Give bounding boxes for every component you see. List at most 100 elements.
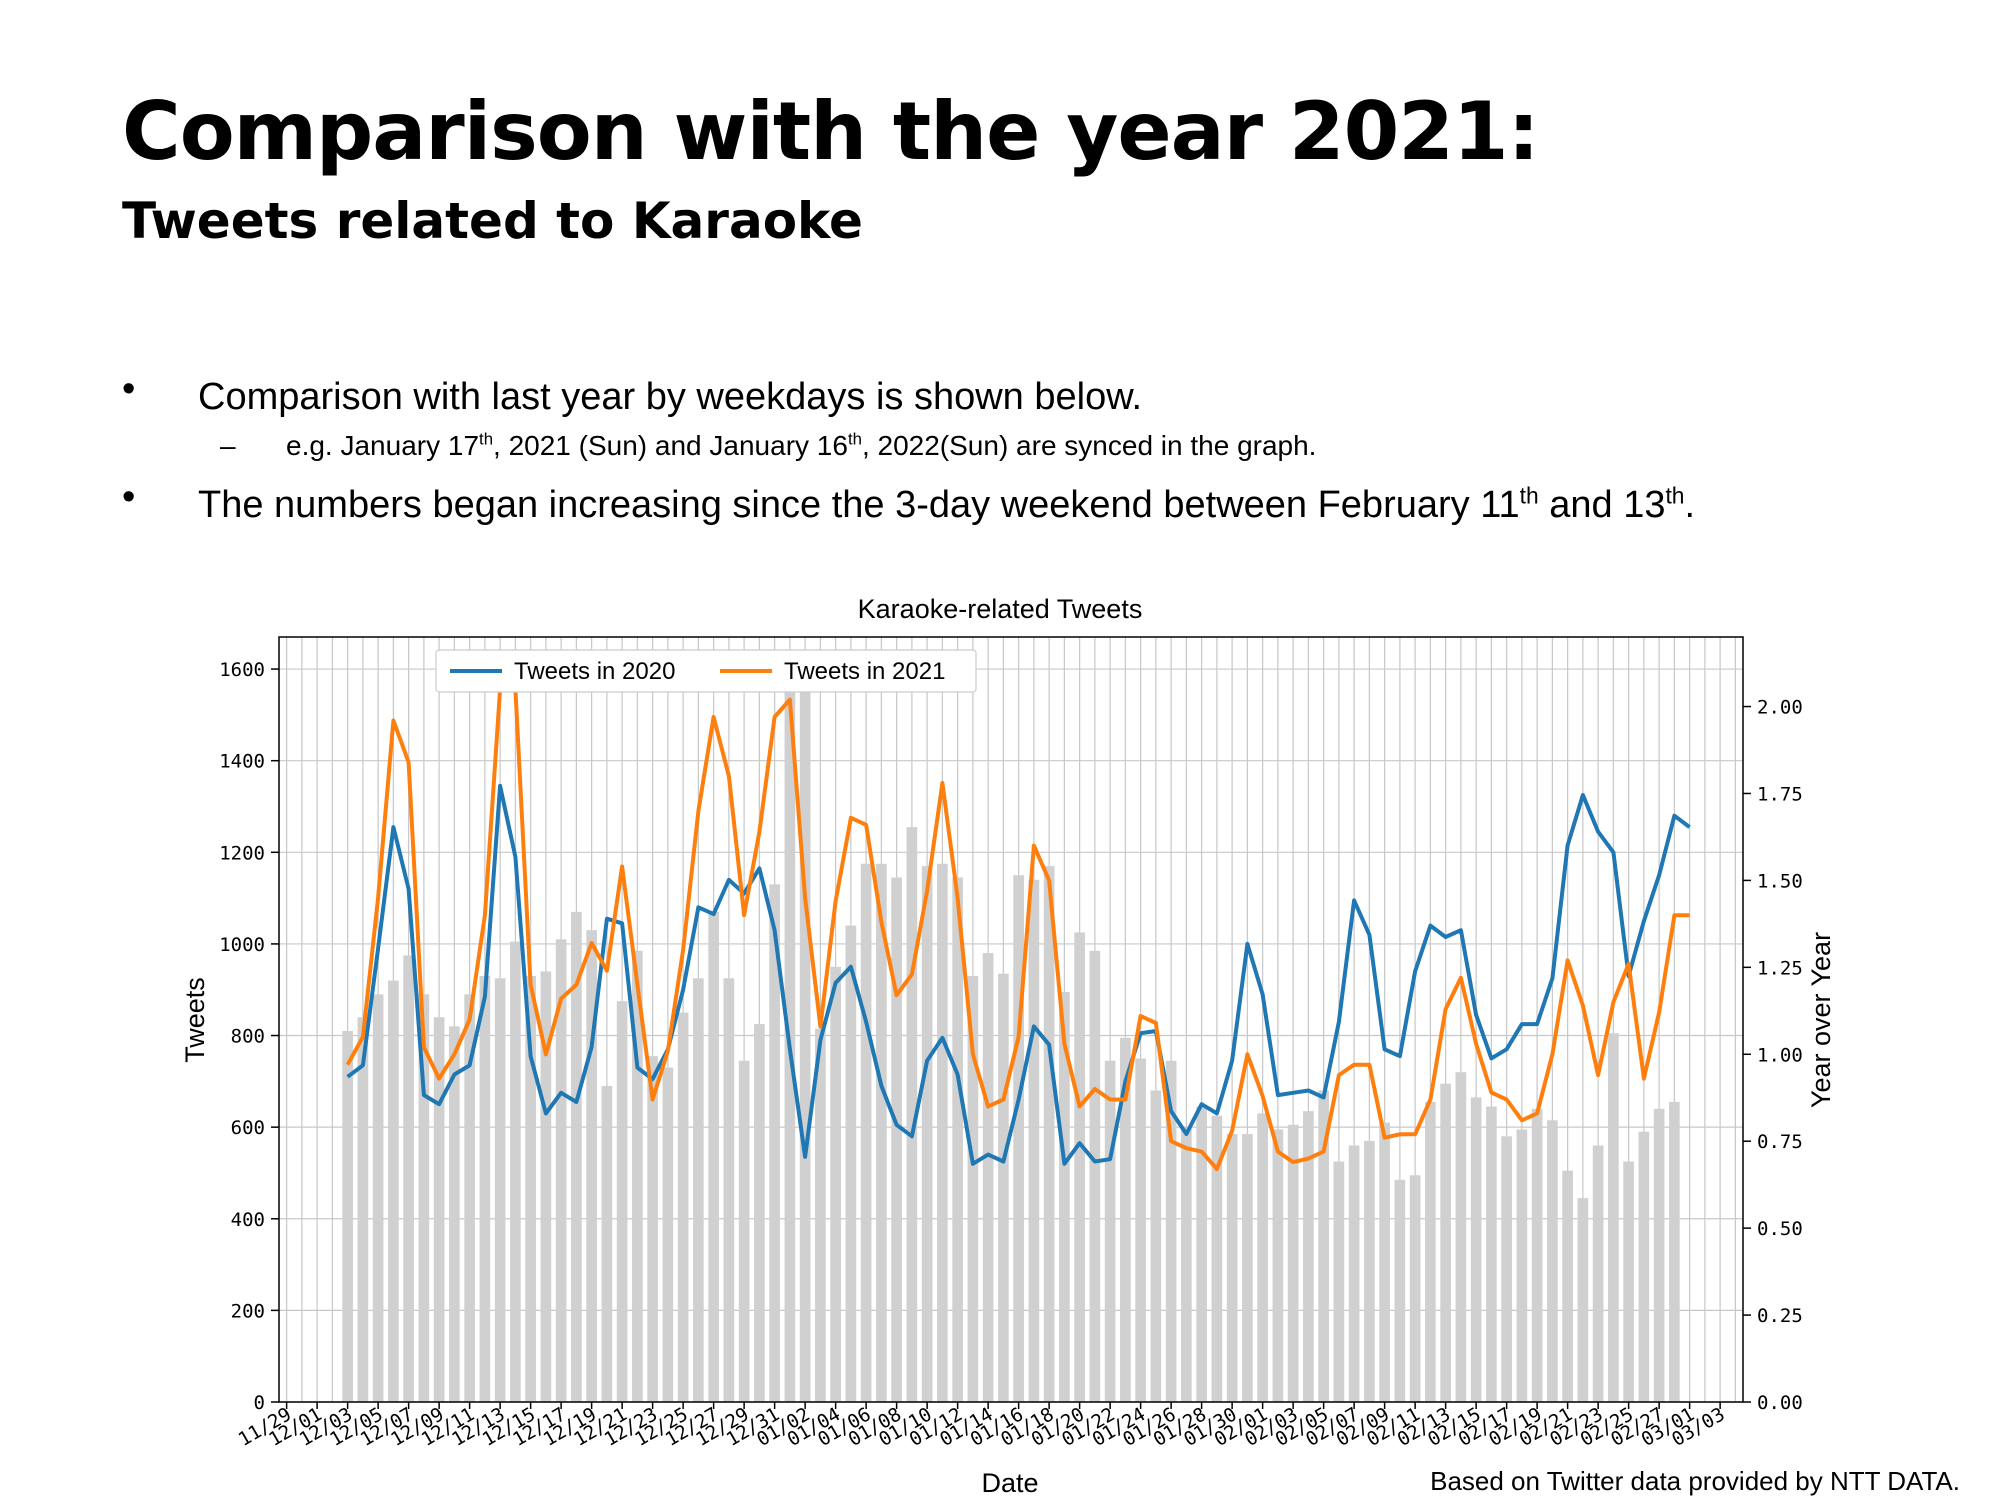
- bar: [494, 978, 506, 1402]
- y-left-tick-label: 1400: [219, 751, 265, 773]
- bar: [1150, 1090, 1162, 1402]
- bar: [342, 1030, 353, 1402]
- ordinal-suffix: th: [847, 429, 862, 449]
- y-left-tick-label: 1200: [219, 842, 265, 864]
- bullet-1-text-part: Comparison with last year by weekdays is…: [198, 376, 1143, 418]
- ordinal-suffix: th: [479, 429, 494, 449]
- bar: [357, 1017, 369, 1402]
- bullet-2-text: e.g. January 17th, 2021 (Sun) and Januar…: [286, 430, 1316, 462]
- bar: [1028, 879, 1040, 1402]
- bar: [403, 955, 414, 1402]
- y-right-tick-label: 0.75: [1757, 1131, 1803, 1153]
- bar: [1196, 1106, 1207, 1402]
- bar: [1257, 1113, 1268, 1402]
- bar: [1669, 1101, 1680, 1402]
- bar: [845, 925, 857, 1402]
- y-right-tick-label: 0.50: [1757, 1218, 1803, 1240]
- bar: [1409, 1175, 1421, 1402]
- bar: [1623, 1161, 1634, 1402]
- bar: [1455, 1072, 1467, 1402]
- bar: [449, 1026, 460, 1402]
- bullet-3-text-part: .: [1684, 484, 1696, 526]
- bar: [1486, 1106, 1497, 1402]
- legend-box: [435, 649, 977, 693]
- bar: [1104, 1060, 1116, 1402]
- bar: [510, 941, 521, 1402]
- y-right-tick-label: 0.00: [1757, 1392, 1803, 1414]
- bar: [1272, 1129, 1284, 1402]
- y-left-tick-label: 800: [231, 1026, 265, 1048]
- bar: [418, 994, 430, 1402]
- bar: [891, 877, 902, 1402]
- slide-title: Comparison with the year 2021:: [122, 85, 1540, 178]
- bar: [662, 1067, 674, 1402]
- bar: [952, 877, 963, 1402]
- slide-subtitle: Tweets related to Karaoke: [122, 192, 863, 250]
- bar: [1059, 992, 1070, 1402]
- bar: [372, 994, 384, 1402]
- x-axis-label: Date: [981, 1468, 1038, 1498]
- bar: [1120, 1037, 1131, 1402]
- bar: [540, 971, 552, 1402]
- bar: [1318, 1090, 1329, 1402]
- bar: [754, 1024, 765, 1402]
- bar: [1470, 1097, 1482, 1402]
- y-left-tick-label: 200: [231, 1300, 265, 1322]
- bar: [586, 930, 597, 1402]
- bar: [1577, 1198, 1589, 1402]
- y-right-tick-label: 1.75: [1757, 783, 1803, 805]
- bullet-2-text-part: e.g. January 17: [286, 430, 480, 461]
- plot-area: [279, 637, 1743, 1402]
- legend-label: Tweets in 2021: [784, 658, 945, 685]
- bar: [860, 863, 872, 1402]
- bar: [1089, 950, 1101, 1402]
- bar: [601, 1085, 613, 1402]
- bar: [1425, 1101, 1436, 1402]
- bullet-2-text-part: , 2021 (Sun) and January 16: [493, 430, 848, 461]
- bar: [1348, 1145, 1360, 1402]
- bar: [1501, 1136, 1512, 1402]
- y-left-tick-label: 0: [254, 1392, 265, 1414]
- bullet-3-text-part: and 13: [1538, 484, 1666, 526]
- bar: [1608, 1033, 1619, 1402]
- series-line: [346, 783, 1691, 1166]
- bar: [1394, 1179, 1406, 1402]
- bar: [967, 975, 979, 1402]
- bar: [738, 1060, 750, 1402]
- bullet-1-text: Comparison with last year by weekdays is…: [198, 368, 1928, 426]
- bullet-mark: –: [220, 430, 236, 461]
- y-left-tick-label: 1000: [219, 934, 265, 956]
- bar: [647, 1056, 658, 1402]
- y-right-tick-label: 1.25: [1757, 957, 1803, 979]
- bar: [1303, 1111, 1314, 1402]
- bar: [555, 939, 567, 1402]
- plot-frame: [278, 636, 1744, 1403]
- bar: [982, 953, 994, 1402]
- bar: [876, 863, 887, 1402]
- bullet-2-text-part: , 2022(Sun) are synced in the graph.: [861, 430, 1317, 461]
- bar: [632, 950, 643, 1402]
- bar: [1211, 1115, 1223, 1402]
- bar: [1592, 1145, 1604, 1402]
- bar: [1547, 1120, 1558, 1402]
- bullet-mark: •: [122, 368, 136, 410]
- y-right-tick-label: 1.00: [1757, 1044, 1803, 1066]
- bar: [1379, 1122, 1390, 1402]
- bar: [1242, 1134, 1253, 1402]
- y-left-tick-label: 600: [231, 1117, 265, 1139]
- bar: [769, 884, 780, 1402]
- bar: [1013, 875, 1024, 1402]
- y-right-tick-label: 1.50: [1757, 870, 1803, 892]
- bar: [1440, 1083, 1451, 1402]
- bar: [1287, 1124, 1299, 1402]
- bar: [1043, 866, 1055, 1402]
- bar: [1165, 1060, 1177, 1402]
- series-line: [345, 687, 1690, 1171]
- y-left-tick-label: 1600: [219, 659, 265, 681]
- bullet-3-text-part: The numbers began increasing since the 3…: [198, 484, 1520, 526]
- bar: [1653, 1108, 1665, 1402]
- bar: [1516, 1129, 1528, 1402]
- bullet-mark: •: [122, 476, 136, 518]
- bar: [1226, 1134, 1238, 1402]
